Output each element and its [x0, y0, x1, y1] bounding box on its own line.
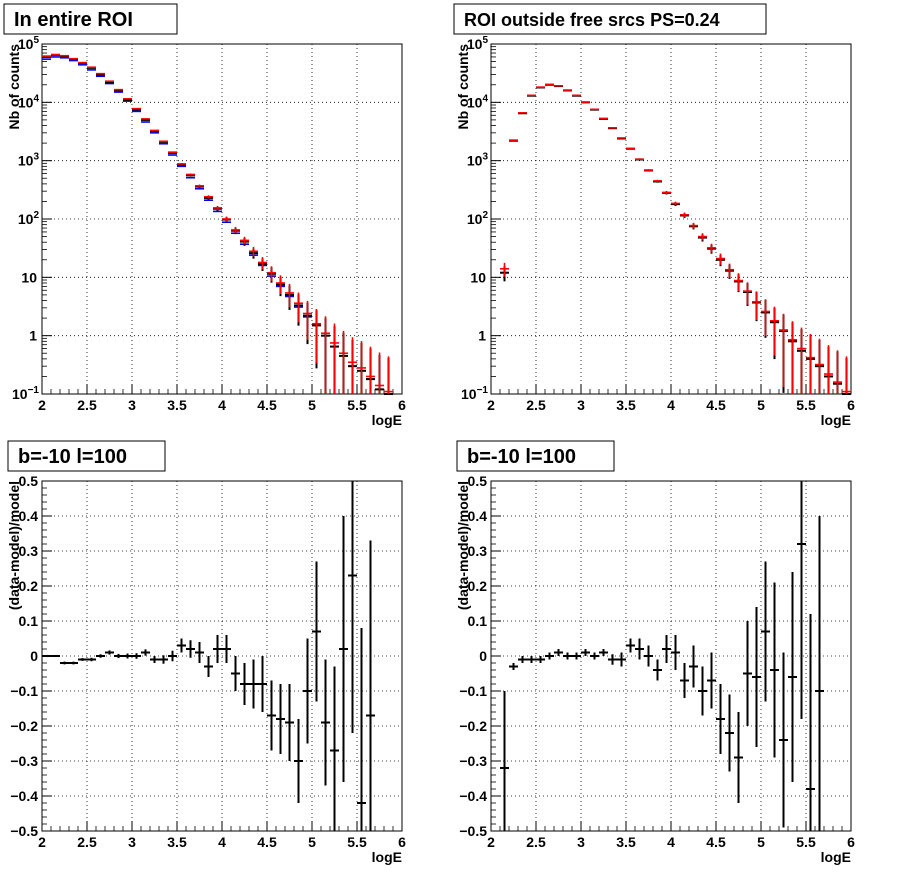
- y-tick-label: 0.5: [468, 473, 488, 489]
- x-tick-label: 2.5: [526, 397, 546, 413]
- x-tick-label: 4.5: [706, 834, 726, 850]
- y-tick-label: 10: [470, 269, 486, 285]
- x-tick-label: 3.5: [167, 397, 187, 413]
- y-tick-label: −0.3: [459, 753, 487, 769]
- x-tick-label: 5.5: [796, 834, 816, 850]
- series-3: [42, 53, 393, 394]
- y-tick-label: 10−1: [461, 385, 488, 402]
- y-tick-label: 1: [29, 328, 37, 344]
- title-box: [3, 3, 178, 35]
- y-tick-label: 102: [467, 210, 489, 227]
- chart-title: b=-10 l=100: [467, 446, 576, 468]
- x-tick-label: 5: [308, 834, 316, 850]
- y-tick-label: 0: [30, 648, 38, 664]
- title-box: [456, 440, 615, 472]
- y-tick-label: 0: [479, 648, 487, 664]
- chart-title: ROI outside free srcs PS=0.24: [464, 10, 720, 30]
- x-axis-label: logE: [372, 412, 402, 428]
- y-tick-label: 105: [18, 35, 40, 52]
- x-tick-label: 4: [218, 834, 226, 850]
- x-tick-label: 6: [847, 834, 855, 850]
- y-tick-label: −0.4: [459, 788, 487, 804]
- x-tick-label: 2: [38, 397, 46, 413]
- chart-title: b=-10 l=100: [18, 446, 127, 468]
- x-tick-label: 2.5: [77, 397, 97, 413]
- y-tick-label: −0.5: [10, 823, 38, 839]
- y-tick-label: 0.1: [468, 613, 488, 629]
- x-tick-label: 5: [757, 834, 765, 850]
- x-tick-label: 4.5: [706, 397, 726, 413]
- y-tick-label: 0.4: [19, 508, 39, 524]
- y-tick-label: 104: [467, 93, 489, 110]
- x-tick-label: 2: [487, 397, 495, 413]
- panel-3: 2 2.5 3 3.5 4 4.5 5 5.5 6 −0.5 −0.4 −0.3 −0.2 −0.1 0 0.…: [6, 440, 406, 865]
- y-tick-label: 10: [21, 269, 37, 285]
- y-tick-label: 0.1: [19, 613, 39, 629]
- y-tick-label: −0.1: [10, 683, 38, 699]
- x-tick-label: 3.5: [616, 397, 636, 413]
- x-tick-label: 2.5: [526, 834, 546, 850]
- x-tick-label: 4.5: [257, 397, 277, 413]
- x-axis-label: logE: [821, 849, 851, 865]
- x-tick-label: 5: [757, 397, 765, 413]
- x-tick-label: 4: [218, 397, 226, 413]
- y-tick-label: 104: [18, 93, 40, 110]
- y-tick-label: 10−1: [12, 385, 39, 402]
- y-tick-label: 0.2: [19, 578, 39, 594]
- y-axis-label: Nb of counts: [6, 44, 22, 130]
- panel-1: 2 2.5 3 3.5 4 4.5 5 5.5 6 10−1 1 10 102 103 104 105 In e…: [3, 3, 406, 428]
- x-tick-label: 4: [667, 834, 675, 850]
- y-tick-label: −0.2: [459, 718, 487, 734]
- x-tick-label: 2: [38, 834, 46, 850]
- y-tick-label: 0.3: [468, 543, 488, 559]
- x-tick-label: 5.5: [347, 397, 367, 413]
- x-tick-label: 5.5: [347, 834, 367, 850]
- y-tick-label: 0.4: [468, 508, 488, 524]
- y-axis-label: (data-model)/model: [455, 481, 471, 610]
- x-axis-label: logE: [821, 412, 851, 428]
- y-tick-label: −0.5: [459, 823, 487, 839]
- series-2: [500, 83, 851, 394]
- x-tick-label: 3: [128, 834, 136, 850]
- series-1: [42, 481, 375, 831]
- y-tick-label: 103: [18, 152, 40, 169]
- x-tick-label: 6: [398, 397, 406, 413]
- y-axis-label: (data-model)/model: [6, 481, 22, 610]
- y-tick-label: 1: [478, 328, 486, 344]
- y-tick-label: 0.3: [19, 543, 39, 559]
- y-tick-label: −0.3: [10, 753, 38, 769]
- chart-title: In entire ROI: [14, 9, 133, 31]
- title-box: [7, 440, 166, 472]
- y-tick-label: 105: [467, 35, 489, 52]
- x-tick-label: 6: [398, 834, 406, 850]
- x-tick-label: 6: [847, 397, 855, 413]
- x-tick-label: 5.5: [796, 397, 816, 413]
- y-tick-label: 0.2: [468, 578, 488, 594]
- y-tick-label: 102: [18, 210, 40, 227]
- y-axis-label: Nb of counts: [455, 44, 471, 130]
- y-tick-label: −0.4: [10, 788, 38, 804]
- y-tick-label: −0.1: [459, 683, 487, 699]
- x-tick-label: 4: [667, 397, 675, 413]
- y-tick-label: −0.2: [10, 718, 38, 734]
- series-1: [500, 481, 824, 831]
- panel-4: 2 2.5 3 3.5 4 4.5 5 5.5 6 −0.5 −0.4 −0.3 −0.2 −0.1 0 0.…: [455, 440, 855, 865]
- title-box: [453, 3, 767, 35]
- x-axis-label: logE: [372, 849, 402, 865]
- x-tick-label: 2.5: [77, 834, 97, 850]
- x-tick-label: 3.5: [616, 834, 636, 850]
- x-tick-label: 3: [577, 397, 585, 413]
- x-tick-label: 2: [487, 834, 495, 850]
- y-tick-label: 0.5: [19, 473, 39, 489]
- x-tick-label: 5: [308, 397, 316, 413]
- x-tick-label: 4.5: [257, 834, 277, 850]
- x-tick-label: 3: [128, 397, 136, 413]
- panel-2: 2 2.5 3 3.5 4 4.5 5 5.5 6 10−1 1 10 102 103 104 105 ROI …: [453, 3, 855, 428]
- x-tick-label: 3.5: [167, 834, 187, 850]
- x-tick-label: 3: [577, 834, 585, 850]
- y-tick-label: 103: [467, 152, 489, 169]
